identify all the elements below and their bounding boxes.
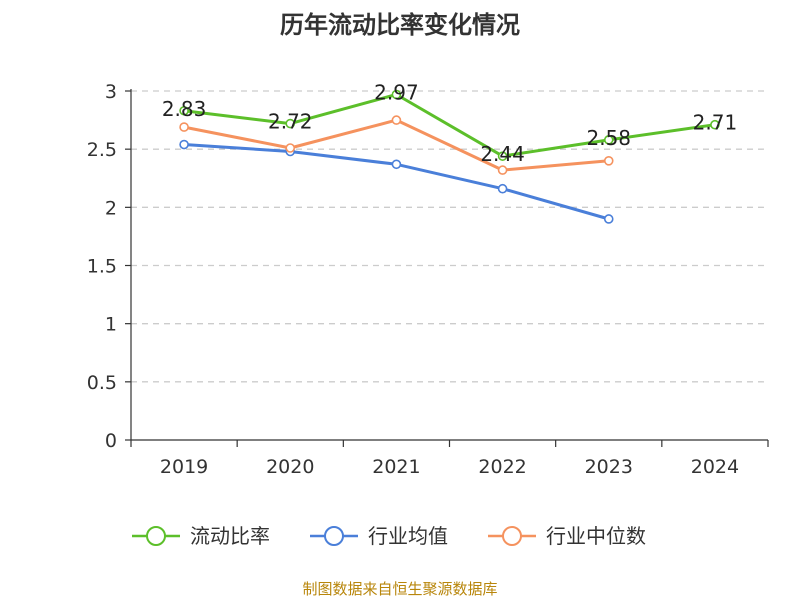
series-1-point [603,214,614,224]
series-2-point [179,122,189,132]
series-1-point [179,139,189,150]
legend-marker-2 [502,526,522,546]
series-2-point [497,165,508,175]
series-0-point [497,151,508,161]
x-tick-label: 2020 [266,456,314,478]
axes [125,89,769,447]
y-tick-label: 3 [105,81,117,103]
x-tick-label: 2019 [160,456,208,478]
series-lines [179,89,720,224]
y-tick-label: 2.5 [87,139,117,161]
series-0-point [710,119,720,130]
series-0-point [285,118,296,129]
series-2-point [603,156,614,166]
data-labels: 2.83 2.72 2.97 2.44 2.58 2.71 [162,80,737,166]
source-note: 制图数据来自恒生聚源数据库 [302,580,497,598]
data-label: 2.97 [374,80,419,104]
data-label: 2.44 [480,142,525,166]
series-2-point [391,115,402,125]
chart-title: 历年流动比率变化情况 [280,11,520,39]
legend-label: 行业中位数 [546,524,646,548]
series-1-point [497,183,508,194]
series-0-point [603,135,614,145]
legend-marker-0 [146,526,166,546]
legend: 流动比率 行业均值 行业中位数 [132,524,646,548]
legend-label: 流动比率 [190,524,270,548]
series-2-point [285,143,296,153]
legend-marker-1 [324,526,344,546]
y-tick-label: 0 [105,430,117,452]
data-label: 2.83 [162,97,207,121]
series-line-0 [183,93,716,158]
y-tick-label: 2 [105,197,117,219]
x-tick-label: 2023 [585,456,633,478]
data-label: 2.58 [586,126,631,150]
legend-label: 行业均值 [368,524,448,548]
x-tick-label: 2022 [478,456,526,478]
data-label: 2.72 [268,110,313,134]
y-tick-label: 0.5 [87,372,117,394]
tick-labels: 0 0.5 1 1.5 2 2.5 3 2019 2020 2021 2022 2023 2024 [87,81,739,478]
data-label: 2.71 [693,111,738,135]
series-0-point [179,105,189,116]
y-tick-label: 1.5 [87,256,117,278]
grid-lines [131,90,768,383]
x-tick-label: 2021 [372,456,420,478]
series-0-point [391,89,402,100]
y-tick-label: 1 [105,314,117,336]
x-tick-label: 2024 [691,456,739,478]
series-1-point [391,159,402,170]
